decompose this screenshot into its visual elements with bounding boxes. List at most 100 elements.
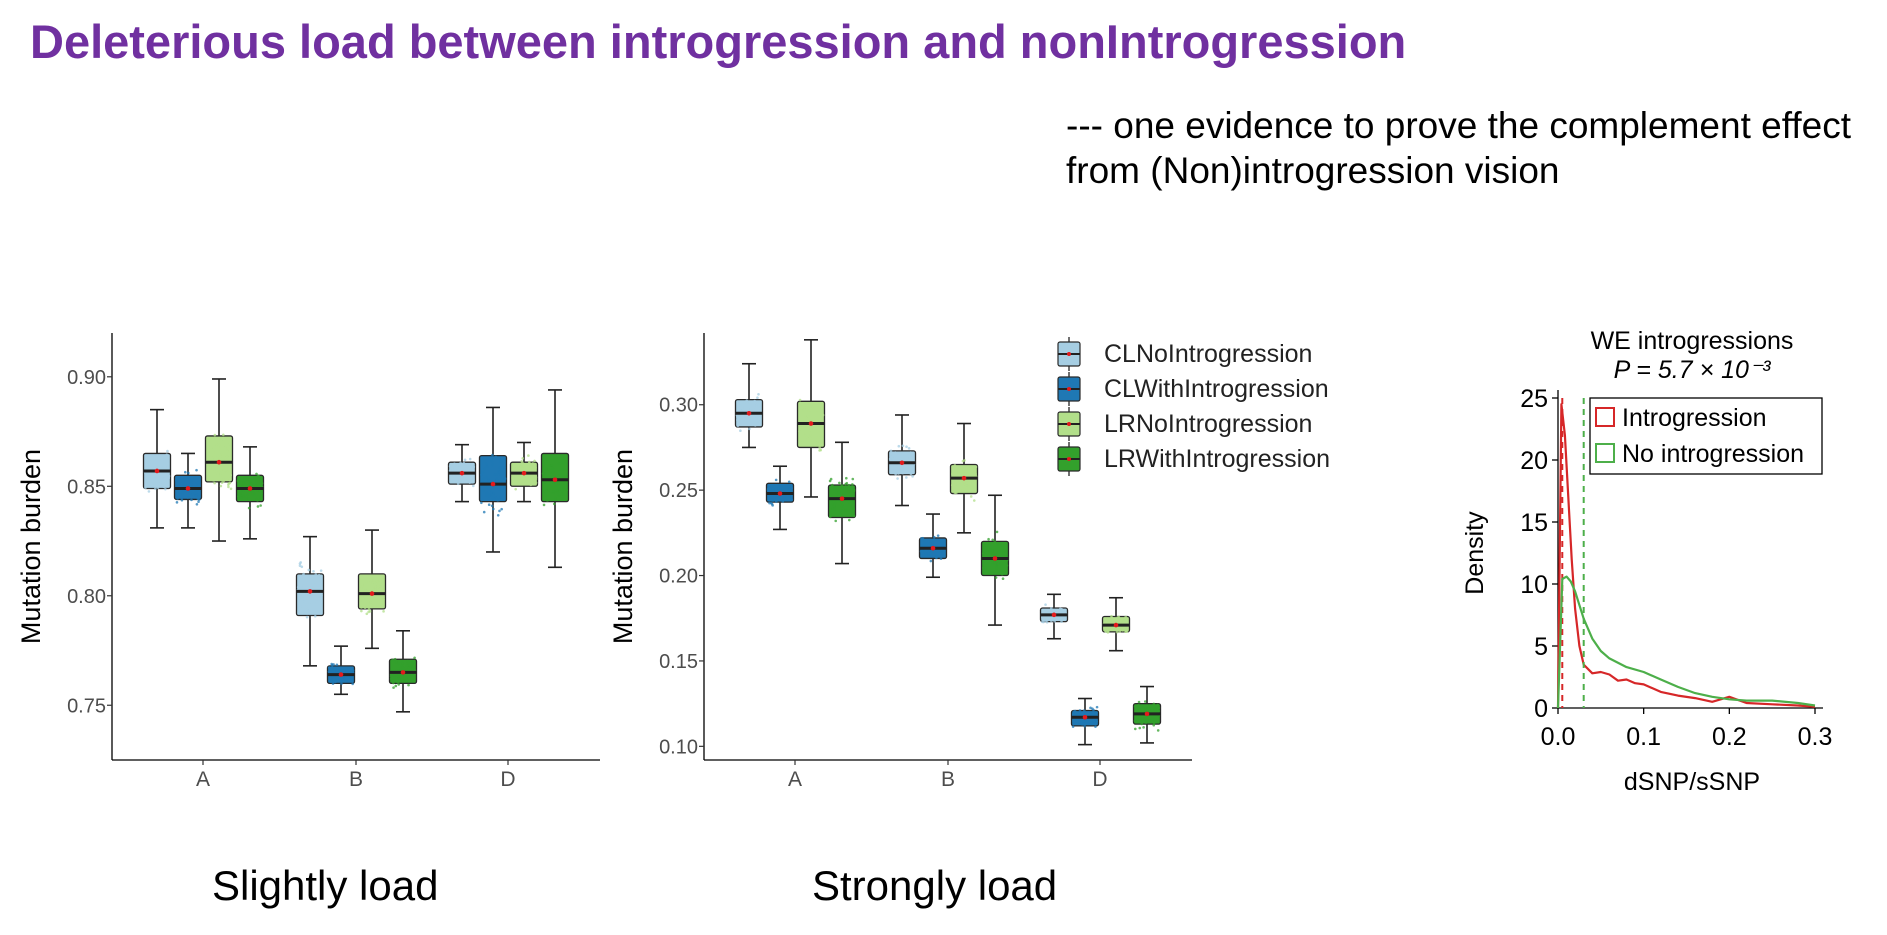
jitter-point — [818, 443, 822, 447]
jitter-point — [1106, 628, 1110, 632]
jitter-point — [411, 661, 414, 664]
jitter-point — [162, 477, 166, 480]
jitter-point — [1095, 705, 1099, 709]
jitter-point — [972, 486, 975, 490]
jitter-point — [844, 508, 848, 512]
jitter-point — [752, 417, 756, 421]
jitter-point — [453, 466, 457, 470]
jitter-point — [1072, 719, 1075, 723]
jitter-point — [974, 466, 977, 469]
jitter-point — [465, 480, 469, 484]
jitter-point — [1071, 725, 1075, 728]
jitter-point — [219, 474, 223, 477]
jitter-point — [164, 480, 167, 484]
jitter-point — [927, 552, 930, 555]
box-CLNoIntrogression-D — [447, 443, 477, 503]
jitter-point — [814, 409, 817, 413]
jitter-point — [921, 536, 925, 540]
jitter-point — [774, 500, 778, 503]
jitter-point — [561, 492, 565, 496]
jitter-point — [1078, 709, 1082, 712]
jitter-point — [1003, 563, 1007, 566]
jitter-point — [219, 468, 223, 472]
jitter-point — [1060, 620, 1063, 624]
jitter-point — [542, 465, 546, 469]
jitter-point — [974, 472, 977, 476]
box-CLWithIntrogression-D — [478, 406, 508, 553]
jitter-point — [208, 466, 212, 470]
jitter-point — [541, 472, 545, 475]
jitter-point — [1125, 618, 1129, 622]
jitter-point — [905, 456, 909, 460]
jitter-point — [839, 485, 843, 489]
jitter-point — [368, 610, 372, 613]
jitter-point — [302, 577, 306, 580]
jitter-point — [238, 493, 242, 497]
jitter-point — [929, 542, 932, 546]
jitter-point — [994, 553, 997, 556]
jitter-point — [260, 491, 263, 495]
jitter-point — [560, 497, 564, 500]
jitter-point — [390, 659, 393, 662]
jitter-point — [820, 426, 824, 430]
jitter-point — [557, 482, 560, 485]
jitter-point — [1082, 709, 1086, 712]
jitter-point — [798, 426, 802, 429]
jitter-point — [1111, 627, 1115, 631]
jitter-point — [298, 593, 301, 597]
jitter-point — [995, 567, 998, 570]
jitter-point — [748, 427, 751, 431]
caption-slightly-load: Slightly load — [212, 862, 439, 909]
jitter-point — [496, 499, 499, 502]
jitter-point — [299, 561, 303, 564]
jitter-point — [552, 481, 555, 484]
jitter-point — [503, 466, 506, 469]
jitter-point — [1144, 708, 1147, 712]
mean-dot — [216, 459, 222, 465]
jitter-point — [932, 550, 936, 554]
jitter-point — [803, 403, 806, 407]
legend-label: CLWithIntrogression — [1104, 375, 1329, 403]
jitter-point — [968, 488, 972, 492]
jitter-point — [564, 460, 567, 464]
jitter-point — [847, 501, 851, 504]
jitter-point — [498, 488, 501, 491]
jitter-point — [227, 482, 231, 485]
jitter-point — [1147, 719, 1151, 723]
jitter-point — [259, 504, 262, 507]
jitter-point — [458, 478, 462, 481]
jitter-point — [1121, 621, 1124, 625]
jitter-point — [894, 472, 897, 476]
jitter-point — [560, 461, 564, 464]
jitter-point — [526, 463, 530, 467]
jitter-point — [252, 483, 256, 487]
jitter-point — [1076, 720, 1079, 724]
y-tick-label: 0.80 — [67, 586, 106, 608]
jitter-point — [1138, 706, 1141, 709]
jitter-point — [831, 483, 834, 487]
jitter-point — [1001, 577, 1005, 581]
jitter-point — [544, 490, 548, 494]
jitter-point — [525, 480, 529, 483]
jitter-point — [462, 461, 466, 465]
jitter-point — [779, 498, 782, 502]
jitter-point — [771, 497, 775, 500]
jitter-point — [531, 468, 535, 471]
jitter-point — [1073, 709, 1077, 713]
jitter-point — [810, 410, 814, 414]
y-tick-label: 0.25 — [659, 480, 698, 502]
box-LRWithIntrogression-A — [235, 446, 265, 540]
jitter-point — [222, 468, 225, 471]
jitter-point — [904, 468, 907, 472]
jitter-point — [739, 429, 742, 433]
jitter-point — [940, 541, 943, 545]
jitter-point — [456, 482, 460, 486]
jitter-point — [472, 478, 475, 481]
page-subtitle: --- one evidence to prove the complement… — [1066, 103, 1851, 193]
jitter-point — [182, 489, 185, 493]
jitter-point — [802, 433, 805, 437]
jitter-point — [771, 504, 774, 507]
box-LRWithIntrogression-D — [540, 389, 570, 569]
jitter-point — [407, 668, 410, 672]
jitter-point — [936, 534, 940, 537]
